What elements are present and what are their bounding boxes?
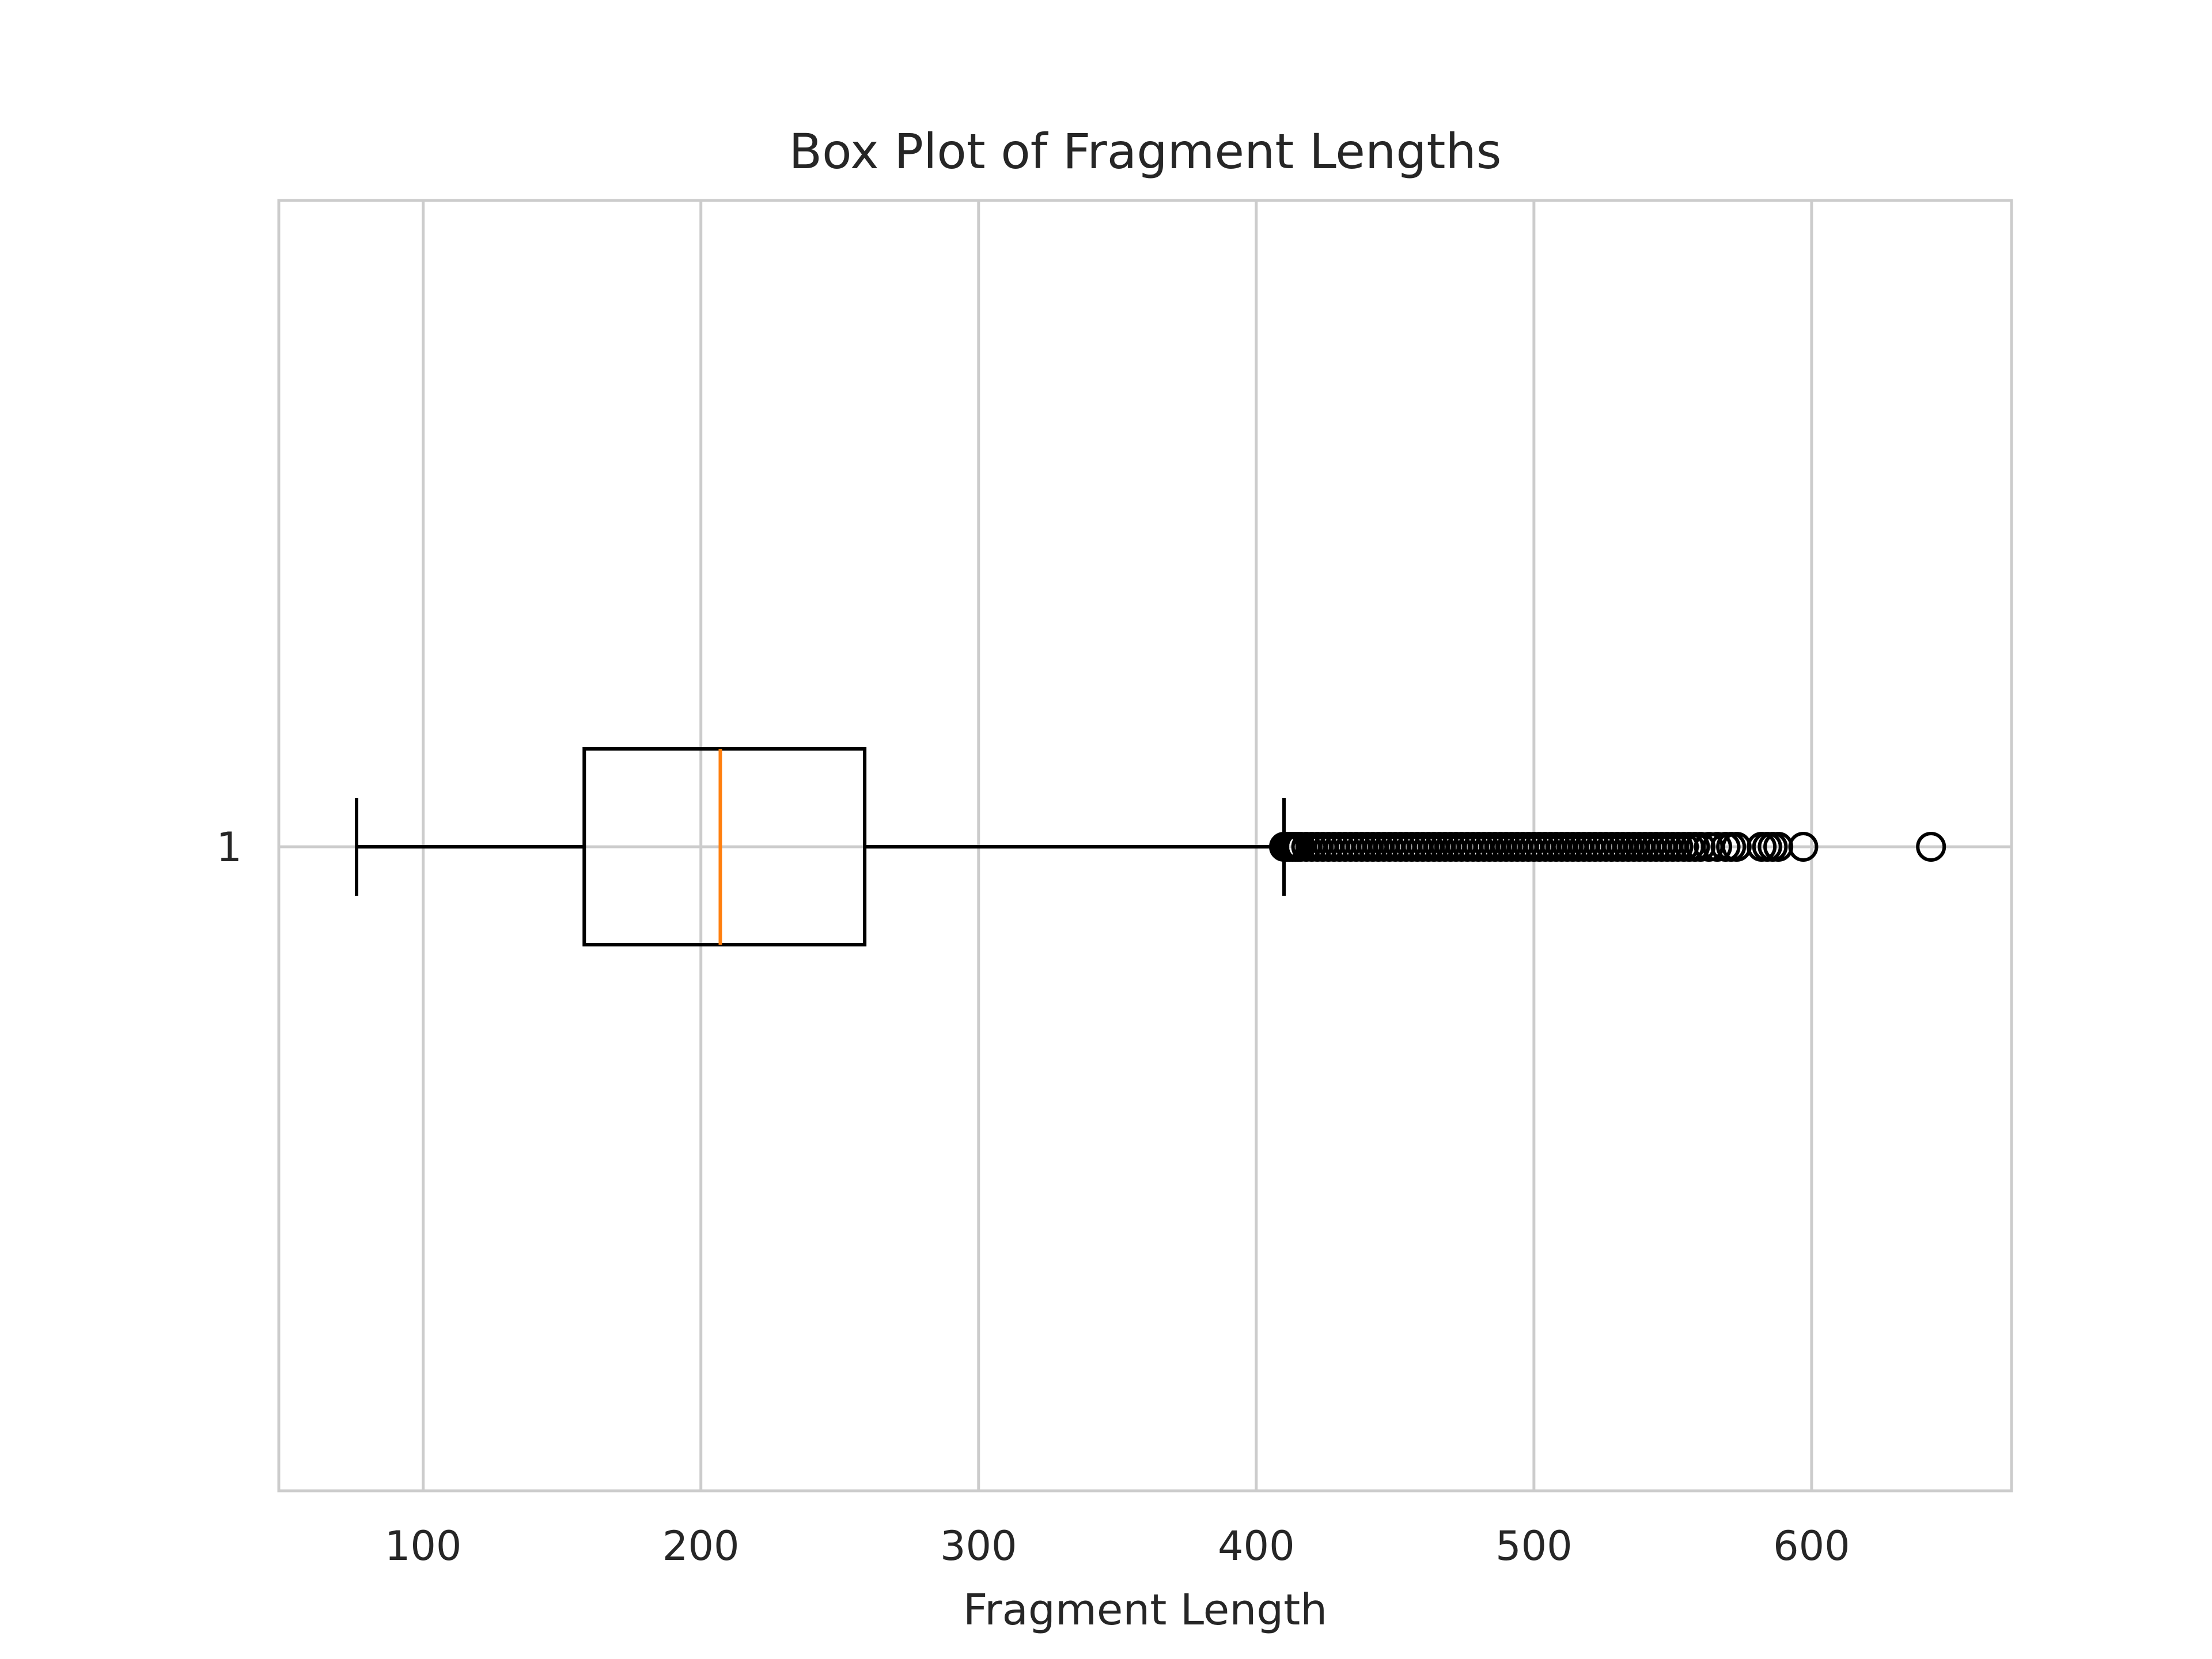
iqr-box bbox=[582, 747, 867, 946]
x-tick-label: 400 bbox=[1218, 1522, 1295, 1570]
chart-title: Box Plot of Fragment Lengths bbox=[789, 123, 1502, 180]
x-tick-label: 500 bbox=[1495, 1522, 1573, 1570]
outlier-point bbox=[1916, 832, 1946, 862]
box-plot-series bbox=[354, 747, 1286, 946]
outlier-point bbox=[1702, 832, 1733, 862]
x-axis-label: Fragment Length bbox=[963, 1585, 1327, 1635]
x-tick-label: 200 bbox=[662, 1522, 740, 1570]
y-tick-label: 1 bbox=[216, 824, 242, 871]
x-tick-label: 100 bbox=[385, 1522, 462, 1570]
tick-labels: 100 200 300 400 500 600 1 bbox=[216, 824, 1850, 1570]
x-tick-label: 600 bbox=[1773, 1522, 1850, 1570]
plot-frame bbox=[277, 199, 2013, 1493]
outliers bbox=[1269, 832, 1946, 862]
outlier-point bbox=[1788, 832, 1819, 862]
x-tick-label: 300 bbox=[940, 1522, 1017, 1570]
